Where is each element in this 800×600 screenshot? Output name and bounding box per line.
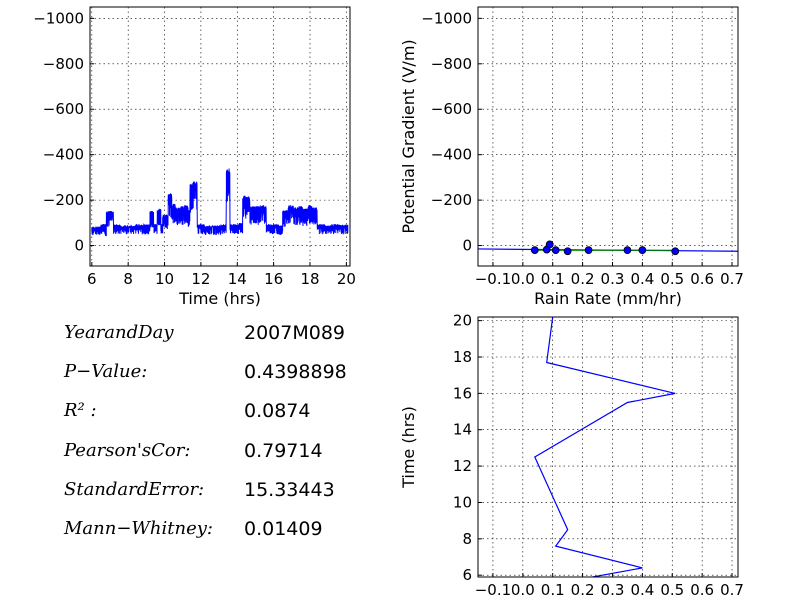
plot-area xyxy=(478,240,738,256)
y-tick-label: 6 xyxy=(462,566,472,584)
stat-label-r-squared: R² : xyxy=(64,400,97,421)
y-tick-label: −1000 xyxy=(421,9,472,27)
x-tick-label: 0.7 xyxy=(720,581,744,599)
stat-value-pearsons-cor: 0.79714 xyxy=(244,440,323,462)
y-tick-label: −400 xyxy=(43,146,84,164)
stat-label-pearsons-cor: Pearson'sCor: xyxy=(64,440,191,461)
stat-value-r-squared: 0.0874 xyxy=(244,400,311,422)
x-tick-label: 0.3 xyxy=(601,581,625,599)
x-tick-label: 0.1 xyxy=(541,581,565,599)
y-tick-label: 0 xyxy=(462,237,472,255)
y-tick-label: −800 xyxy=(43,55,84,73)
scatter-point xyxy=(671,247,680,256)
y-axis-label: Time (hrs) xyxy=(399,406,418,489)
x-tick-label: 12 xyxy=(191,270,210,288)
x-tick-label: 0.6 xyxy=(690,270,714,288)
scatter-point xyxy=(563,247,572,256)
x-tick-label: 10 xyxy=(155,270,174,288)
scatter-point xyxy=(545,240,554,249)
x-tick-label: −0.1 xyxy=(475,270,511,288)
x-tick-label: 0.6 xyxy=(690,581,714,599)
x-tick-label: 0.2 xyxy=(571,270,595,288)
plot-frame xyxy=(477,6,739,267)
y-tick-label: −800 xyxy=(431,55,472,73)
stat-value-mann-whitney: 0.01409 xyxy=(244,518,323,540)
x-tick-label: 6 xyxy=(87,270,97,288)
x-tick-label: 0.7 xyxy=(720,270,744,288)
y-tick-label: 16 xyxy=(453,384,472,402)
chart-2: −0.1 0.0 0.1 0.2 0.3 0.4 0.5 0.6 0.7 −1000 −800 −60… xyxy=(399,6,744,308)
x-tick-label: 16 xyxy=(264,270,283,288)
stat-label-mann-whitney: Mann−Whitney: xyxy=(64,518,213,539)
x-tick-label: 0.3 xyxy=(601,270,625,288)
y-tick-label: −200 xyxy=(43,191,84,209)
scatter-point xyxy=(551,246,560,254)
chart-1: 6 8 10 12 14 16 18 20 −1000 −800 −600 −400 −200 0 Time… xyxy=(33,6,356,308)
x-tick-label: 8 xyxy=(123,270,133,288)
scatter-point xyxy=(530,246,539,254)
stat-label-year-and-day: YearandDay xyxy=(64,322,174,343)
x-tick-label: 20 xyxy=(337,270,356,288)
y-tick-label: 0 xyxy=(74,237,84,255)
y-tick-label: 14 xyxy=(453,421,472,439)
x-tick-label: 0.1 xyxy=(541,270,565,288)
stat-label-p-value: P−Value: xyxy=(64,361,148,382)
x-tick-label: 0.0 xyxy=(511,581,535,599)
y-tick-label: −400 xyxy=(431,146,472,164)
plot-frame xyxy=(89,6,351,267)
plot-area xyxy=(91,168,349,237)
y-axis-label: Potential Gradient (V/m) xyxy=(399,39,418,233)
x-tick-label: 0.0 xyxy=(511,270,535,288)
x-tick-label: 14 xyxy=(228,270,247,288)
y-tick-label: 20 xyxy=(453,312,472,330)
y-tick-label: −1000 xyxy=(33,9,84,27)
x-tick-label: 0.5 xyxy=(660,581,684,599)
stat-value-p-value: 0.4398898 xyxy=(244,361,347,383)
scatter-point xyxy=(638,246,647,254)
stat-label-standard-error: StandardError: xyxy=(64,479,205,500)
x-tick-label: 0.2 xyxy=(571,581,595,599)
series-line xyxy=(534,317,676,577)
y-tick-label: −600 xyxy=(431,100,472,118)
stat-value-standard-error: 15.33443 xyxy=(244,479,335,501)
x-tick-label: −0.1 xyxy=(475,581,511,599)
chart-3: −0.1 0.0 0.1 0.2 0.3 0.4 0.5 0.6 0.7 6 8 10 12 14 16 18… xyxy=(399,312,744,599)
plot-frame xyxy=(477,316,739,578)
y-tick-label: −600 xyxy=(43,100,84,118)
y-tick-label: 12 xyxy=(453,457,472,475)
scatter-point xyxy=(584,246,593,254)
series-line xyxy=(91,168,349,237)
x-tick-label: 0.4 xyxy=(630,581,654,599)
x-tick-label: 0.5 xyxy=(660,270,684,288)
x-axis-label: Time (hrs) xyxy=(178,289,261,308)
y-tick-label: 18 xyxy=(453,348,472,366)
x-axis-label: Rain Rate (mm/hr) xyxy=(534,289,682,308)
y-tick-label: 10 xyxy=(453,493,472,511)
plot-area xyxy=(534,317,676,577)
x-tick-label: 18 xyxy=(300,270,319,288)
y-tick-label: −200 xyxy=(431,191,472,209)
x-tick-label: 0.4 xyxy=(630,270,654,288)
stat-value-year-and-day: 2007M089 xyxy=(244,322,346,344)
y-tick-label: 8 xyxy=(462,530,472,548)
scatter-point xyxy=(623,246,632,254)
